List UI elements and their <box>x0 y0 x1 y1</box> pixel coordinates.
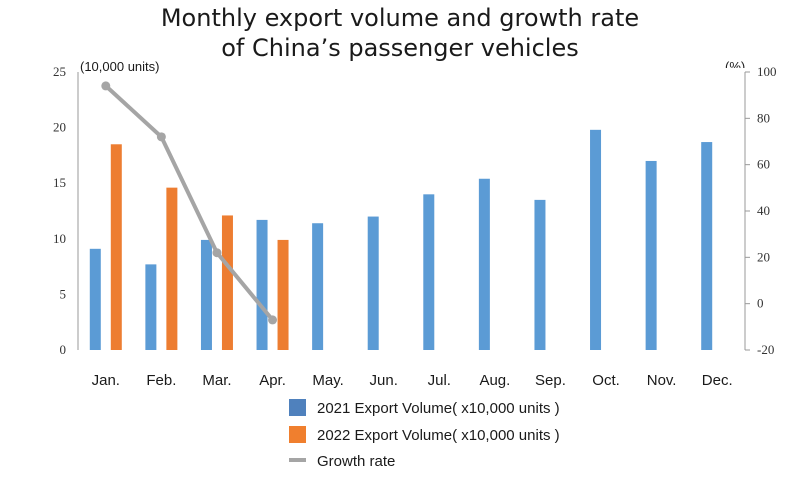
right-tick-label: 80 <box>757 110 770 125</box>
bars <box>89 129 713 350</box>
bar-2021-jan <box>89 248 101 350</box>
bar-2021-jul <box>423 194 435 350</box>
bar-2022-apr <box>277 239 289 350</box>
category-labels: Jan. Feb. Mar. Apr. May. Jun. Jul. Aug. Sep. Oct.… <box>92 372 733 389</box>
category-label: Dec. <box>702 372 733 389</box>
category-label: Oct. <box>592 372 620 389</box>
chart-title-line-2: of China’s passenger vehicles <box>221 34 578 62</box>
growth-rate-point-feb <box>156 132 166 142</box>
right-tick-label: 20 <box>757 249 770 264</box>
bar-2021-dec <box>701 142 713 350</box>
left-tick-label: 20 <box>53 120 66 135</box>
right-tick-label: 40 <box>757 203 770 218</box>
bar-2022-feb <box>166 187 178 350</box>
left-axis-ticks: 0 5 10 15 20 25 <box>53 64 66 357</box>
right-axis-ticks: -20 0 20 40 60 80 100 <box>745 64 777 357</box>
bar-2021-oct <box>590 129 602 350</box>
category-label: Jun. <box>370 372 398 389</box>
bar-2021-feb <box>145 264 157 350</box>
legend-label-2021: 2021 Export Volume( x10,000 units ) <box>317 400 560 417</box>
growth-rate-line <box>104 84 275 322</box>
bar-2021-may <box>312 223 324 350</box>
left-tick-label: 15 <box>53 175 66 190</box>
left-axis-unit: (10,000 units) <box>80 59 160 74</box>
bar-2022-jan <box>110 144 122 350</box>
legend: 2021 Export Volume( x10,000 units ) 2022… <box>289 399 560 470</box>
bar-2021-sep <box>534 199 546 350</box>
legend-swatch-2022 <box>289 426 306 443</box>
left-tick-label: 25 <box>53 64 66 79</box>
category-label: Feb. <box>146 372 176 389</box>
legend-label-2022: 2022 Export Volume( x10,000 units ) <box>317 427 560 444</box>
chart-title-line-1: Monthly export volume and growth rate <box>161 4 639 32</box>
category-label: Aug. <box>479 372 510 389</box>
right-tick-label: 60 <box>757 157 770 172</box>
bar-2021-mar <box>200 239 212 350</box>
bar-2021-jun <box>367 216 379 350</box>
growth-rate-series <box>101 81 278 325</box>
right-tick-label: 100 <box>757 64 777 79</box>
category-label: Mar. <box>202 372 231 389</box>
left-tick-label: 0 <box>60 342 67 357</box>
category-label: Jan. <box>92 372 120 389</box>
right-axis-unit: (%) <box>725 59 745 74</box>
bar-2022-mar <box>221 215 233 350</box>
growth-rate-point-mar <box>212 248 222 258</box>
bar-2021-nov <box>645 160 657 350</box>
legend-label-growth-rate: Growth rate <box>317 453 395 470</box>
left-tick-label: 10 <box>53 231 66 246</box>
left-tick-label: 5 <box>60 286 67 301</box>
bar-2021-apr <box>256 219 268 350</box>
category-label: Nov. <box>647 372 677 389</box>
bar-2021-aug <box>478 178 490 350</box>
legend-swatch-2021 <box>289 399 306 416</box>
right-tick-label: -20 <box>757 342 774 357</box>
category-label: Jul. <box>428 372 451 389</box>
right-tick-label: 0 <box>757 296 764 311</box>
category-label: Sep. <box>535 372 566 389</box>
growth-rate-point-jan <box>101 81 111 91</box>
category-label: May. <box>312 372 343 389</box>
category-label: Apr. <box>259 372 286 389</box>
growth-rate-point-apr <box>268 315 278 325</box>
